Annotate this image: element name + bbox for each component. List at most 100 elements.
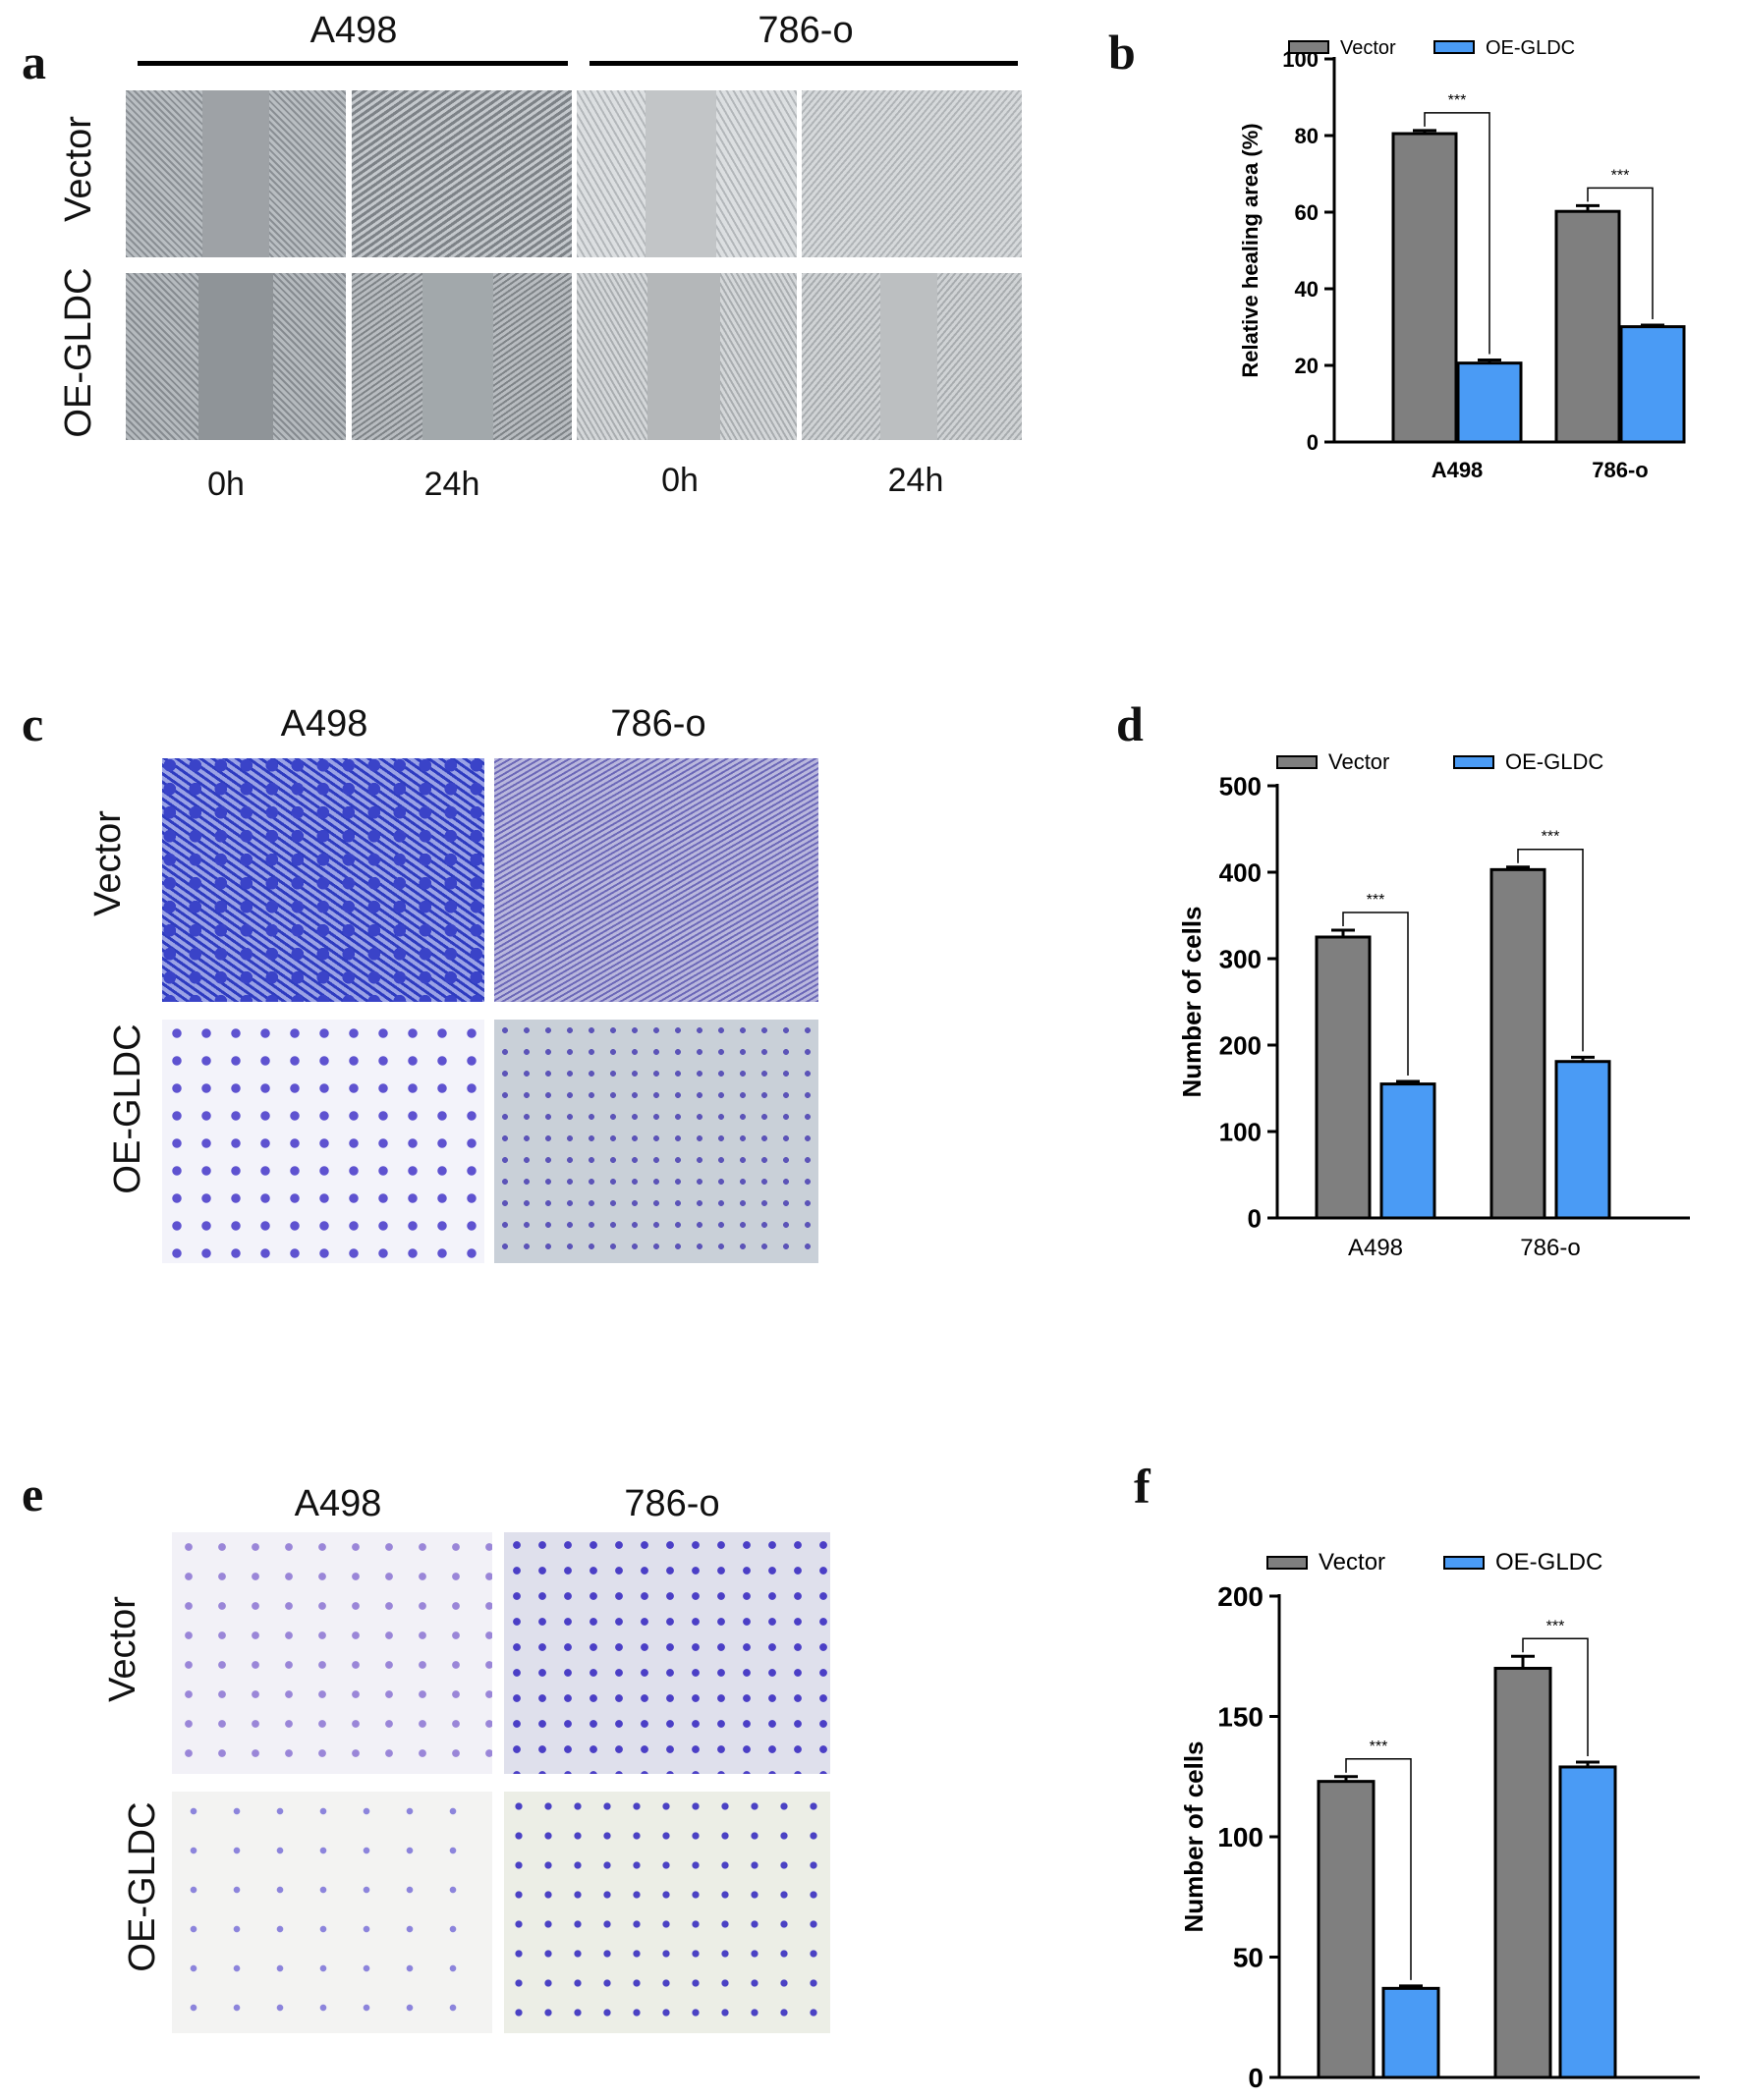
bar-vector (1489, 867, 1546, 1220)
wound-image-a498-oe-gldc-0h (126, 273, 346, 440)
time-label-24h-a498: 24h (423, 466, 480, 503)
x-category-label: 786-o (1592, 458, 1648, 482)
invasion-image-a498-vector (162, 758, 484, 1002)
y-axis-label: Relative healing area (%) (1238, 123, 1263, 377)
wound-image-786o-oe-gldc-24h (802, 273, 1022, 440)
migration-image-a498-vector (172, 1532, 492, 1774)
column-label-a498: A498 (280, 703, 368, 745)
wound-image-a498-vector-24h (352, 90, 572, 257)
invasion-image-786o-vector (494, 758, 818, 1002)
chart-f: 0 50 100 150 200 Number of cells Vector OE-GLDC… (1179, 1549, 1700, 2097)
column-label-786o: 786-o (624, 1483, 720, 1524)
bar-vector (1554, 209, 1621, 444)
y-tick-label: 100 (1219, 1117, 1262, 1146)
y-tick-label: 500 (1219, 771, 1262, 801)
x-category-label: A498 (1348, 1235, 1403, 1261)
migration-image-786o-oe-gldc (504, 1792, 830, 2033)
bar-oe-gldc (1558, 1765, 1617, 2079)
significance-bracket (1587, 187, 1654, 320)
bar-oe-gldc (1554, 1060, 1611, 1220)
wound-image-786o-vector-0h (577, 90, 797, 257)
y-tick-label: 50 (1233, 1943, 1264, 1973)
bar-vector (1315, 935, 1372, 1220)
x-category-label: A498 (1351, 2094, 1406, 2097)
wound-image-786o-vector-24h (802, 90, 1022, 257)
significance-label: *** (1542, 829, 1560, 846)
y-tick-label: 300 (1219, 944, 1262, 973)
y-axis-label: Number of cells (1179, 1741, 1208, 1932)
y-tick-label: 100 (1217, 1822, 1264, 1852)
row-label-vector: Vector (102, 1596, 143, 1702)
y-tick-label: 150 (1217, 1702, 1264, 1733)
y-tick-label: 0 (1248, 2063, 1264, 2093)
column-label-786o: 786-o (610, 703, 706, 745)
legend-swatch (1266, 1556, 1308, 1570)
significance-label: *** (1611, 167, 1630, 184)
chart-d: 0 100 200 300 400 500 Number of cells Vector OE-… (1179, 749, 1690, 1261)
bar-oe-gldc (1381, 1986, 1440, 2079)
y-tick-label: 400 (1219, 857, 1262, 887)
group-bar-786o (590, 61, 1018, 66)
significance-bracket (1517, 848, 1584, 1052)
column-label-a498: A498 (294, 1483, 382, 1524)
y-tick-label: 60 (1295, 200, 1319, 225)
legend-label: Vector (1328, 749, 1389, 774)
significance-bracket (1522, 1637, 1589, 1757)
bar-oe-gldc (1619, 325, 1686, 444)
x-category-label: A498 (1432, 458, 1484, 482)
significance-label: *** (1448, 92, 1467, 109)
legend-label: OE-GLDC (1495, 1549, 1602, 1575)
legend-swatch (1276, 755, 1318, 769)
row-label-oe-gldc: OE-GLDC (58, 267, 99, 438)
row-label-vector: Vector (58, 116, 99, 222)
legend-label: Vector (1340, 37, 1396, 59)
y-tick-label: 0 (1307, 430, 1319, 455)
time-label-24h-786o: 24h (887, 462, 944, 499)
legend-label: OE-GLDC (1486, 37, 1575, 59)
row-label-oe-gldc: OE-GLDC (107, 1023, 148, 1194)
legend-swatch (1453, 755, 1494, 769)
invasion-image-786o-oe-gldc (494, 1020, 818, 1263)
bar-vector (1391, 132, 1458, 444)
y-tick-label: 40 (1295, 277, 1319, 302)
legend-swatch (1288, 40, 1329, 54)
group-bar-a498 (138, 61, 568, 66)
x-category-label: 786-o (1520, 1235, 1580, 1261)
row-label-oe-gldc: OE-GLDC (122, 1801, 163, 1972)
bar-oe-gldc (1456, 361, 1523, 444)
panel-letter-d: d (1116, 696, 1144, 751)
panel-letter-c: c (22, 696, 44, 751)
time-label-0h-786o: 0h (661, 462, 699, 499)
y-tick-label: 80 (1295, 124, 1319, 148)
legend-swatch (1443, 1556, 1485, 1570)
legend-label: OE-GLDC (1505, 749, 1603, 774)
time-label-0h-a498: 0h (207, 466, 245, 503)
panel-letter-b: b (1108, 25, 1136, 80)
group-label-786o: 786-o (758, 10, 854, 51)
wound-image-a498-oe-gldc-24h (352, 273, 572, 440)
bar-oe-gldc (1379, 1082, 1436, 1220)
y-axis-label: Number of cells (1179, 906, 1207, 1097)
panel-letter-f: f (1134, 1459, 1151, 1514)
significance-label: *** (1367, 892, 1385, 909)
invasion-image-a498-oe-gldc (162, 1020, 484, 1263)
y-tick-label: 200 (1219, 1030, 1262, 1060)
migration-image-a498-oe-gldc (172, 1792, 492, 2033)
y-tick-label: 20 (1295, 354, 1319, 378)
y-tick-label: 0 (1248, 1203, 1262, 1233)
significance-label: *** (1546, 1618, 1565, 1634)
wound-image-a498-vector-0h (126, 90, 346, 257)
y-tick-label: 200 (1217, 1581, 1264, 1612)
group-label-a498: A498 (309, 10, 398, 51)
significance-bracket (1345, 1758, 1412, 1980)
panel-letter-e: e (22, 1466, 44, 1521)
legend-label: Vector (1319, 1549, 1385, 1575)
wound-image-786o-oe-gldc-0h (577, 273, 797, 440)
bar-vector (1493, 1667, 1552, 2079)
legend-swatch (1433, 40, 1475, 54)
migration-image-786o-vector (504, 1532, 830, 1774)
panel-letter-a: a (22, 34, 46, 89)
significance-bracket (1342, 912, 1409, 1076)
row-label-vector: Vector (87, 810, 129, 916)
